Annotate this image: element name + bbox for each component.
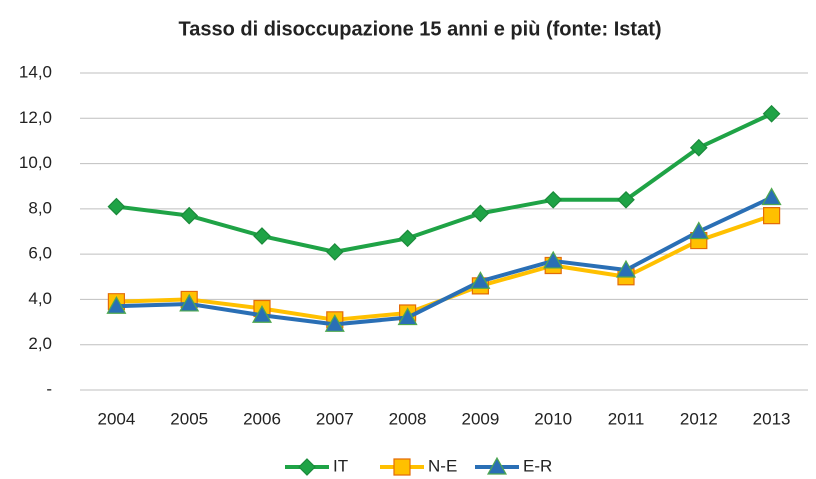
x-tick-label: 2012	[680, 409, 718, 428]
x-tick-label: 2011	[608, 409, 645, 428]
legend-label: IT	[333, 456, 348, 475]
x-tick-label: 2010	[534, 409, 572, 428]
x-tick-label: 2013	[753, 409, 791, 428]
x-tick-label: 2006	[243, 409, 281, 428]
x-tick-label: 2008	[389, 409, 427, 428]
y-tick-label: 12,0	[19, 108, 52, 127]
data-point	[689, 138, 708, 157]
x-tick-label: 2004	[97, 409, 135, 428]
series-line	[116, 111, 773, 254]
data-point	[761, 187, 782, 206]
legend-marker	[298, 458, 316, 476]
x-tick-label: 2007	[316, 409, 354, 428]
data-point	[325, 243, 344, 261]
legend-marker	[486, 456, 508, 475]
data-point	[253, 227, 271, 245]
data-point	[251, 305, 273, 323]
data-point	[615, 259, 637, 278]
data-point	[762, 207, 781, 225]
data-point	[324, 314, 345, 332]
y-tick-label: 2,0	[28, 334, 52, 353]
data-point	[471, 204, 490, 223]
data-point	[398, 229, 417, 248]
chart-title: Tasso di disoccupazione 15 anni e più (f…	[178, 18, 661, 40]
data-point	[543, 250, 564, 269]
data-point	[179, 293, 200, 312]
data-point	[762, 104, 781, 123]
data-point	[544, 190, 563, 209]
legend-marker	[393, 458, 411, 476]
y-tick-label: 8,0	[28, 198, 52, 217]
data-point	[617, 190, 635, 209]
y-tick-label: 4,0	[28, 289, 52, 308]
legend-label: E-R	[523, 456, 552, 475]
y-tick-label: -	[46, 379, 52, 398]
x-tick-label: 2005	[170, 409, 208, 428]
y-tick-label: 10,0	[19, 153, 52, 172]
x-tick-label: 2009	[461, 409, 499, 428]
data-point	[470, 271, 491, 289]
data-point	[180, 206, 199, 225]
data-point	[397, 307, 418, 326]
data-point	[107, 197, 126, 216]
y-tick-label: 6,0	[28, 244, 52, 263]
data-point	[688, 221, 709, 240]
y-tick-label: 14,0	[19, 62, 52, 81]
legend-label: N-E	[428, 456, 457, 475]
series-line	[116, 195, 773, 327]
series-line	[116, 213, 773, 322]
data-point	[106, 295, 127, 314]
